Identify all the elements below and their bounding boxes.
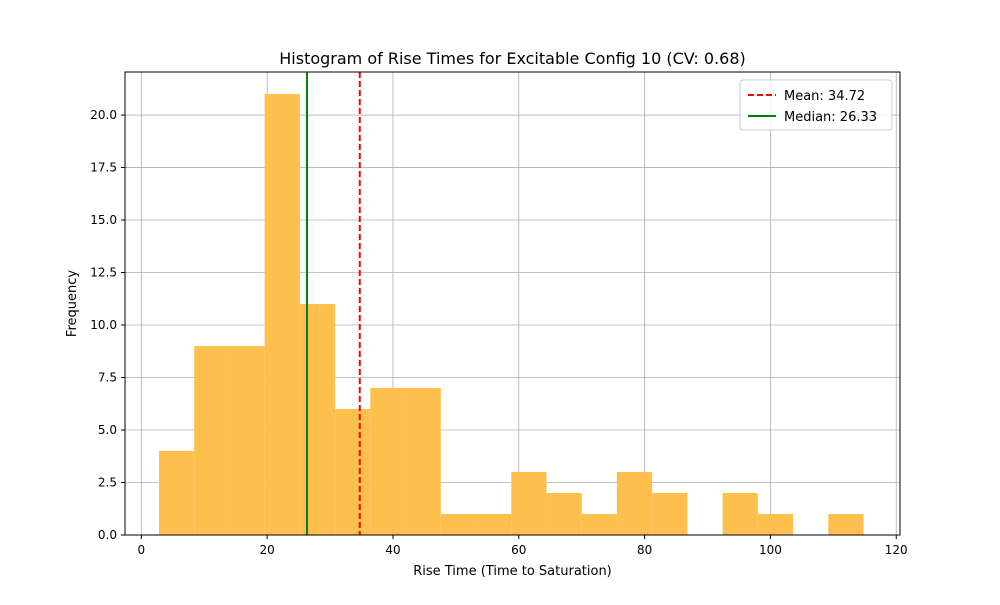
histogram-bar	[370, 388, 406, 535]
reference-lines-layer	[305, 72, 361, 535]
histogram-bar	[194, 346, 230, 535]
histogram-bar	[546, 493, 582, 535]
histogram-bar	[476, 514, 512, 535]
x-tick-label: 40	[385, 543, 400, 557]
y-axis-label: Frequency	[65, 270, 80, 337]
histogram-bar	[335, 409, 371, 535]
x-tick-label: 0	[138, 543, 146, 557]
histogram-bar	[299, 304, 336, 535]
legend-box	[739, 79, 893, 131]
legend-median-label: Median: 26.33	[784, 110, 877, 125]
histogram-bar	[757, 514, 794, 535]
histogram-bar	[828, 514, 864, 535]
legend: Mean: 34.72 Median: 26.33	[739, 79, 893, 131]
x-tick-label: 60	[511, 543, 526, 557]
y-tick-label: 2.5	[98, 476, 117, 490]
x-tick-label: 20	[260, 543, 275, 557]
x-axis-label: Rise Time (Time to Saturation)	[413, 564, 612, 579]
histogram-bar	[264, 94, 300, 536]
chart-title: Histogram of Rise Times for Excitable Co…	[279, 49, 746, 68]
y-tick-label: 7.5	[98, 371, 117, 385]
histogram-bar	[652, 493, 688, 535]
y-tick-label: 17.5	[90, 161, 117, 175]
y-tick-label: 12.5	[90, 266, 117, 280]
legend-mean-label: Mean: 34.72	[784, 89, 865, 104]
plot-frame	[124, 71, 901, 536]
histogram-bar	[229, 346, 265, 535]
histogram-bar	[158, 451, 195, 535]
histogram-bar	[581, 514, 617, 535]
x-tick-label: 80	[637, 543, 652, 557]
histogram-bar	[511, 472, 547, 535]
x-tick-label: 100	[759, 543, 782, 557]
histogram-bar	[616, 472, 653, 535]
y-tick-label: 15.0	[90, 213, 117, 227]
histogram-bar	[405, 388, 441, 535]
y-tick-label: 5.0	[98, 423, 117, 437]
ticks-layer: 0 20 40 60 80 100 120 0.0 2.5 5.0 7.5 10.0 12.5 15.0 1…	[90, 108, 907, 557]
x-tick-label: 120	[885, 543, 908, 557]
y-tick-label: 20.0	[90, 108, 117, 122]
y-tick-label: 0.0	[98, 528, 117, 542]
histogram-bar	[440, 514, 477, 535]
y-tick-label: 10.0	[90, 318, 117, 332]
histogram-bar	[722, 493, 758, 535]
bars-layer	[158, 94, 864, 536]
